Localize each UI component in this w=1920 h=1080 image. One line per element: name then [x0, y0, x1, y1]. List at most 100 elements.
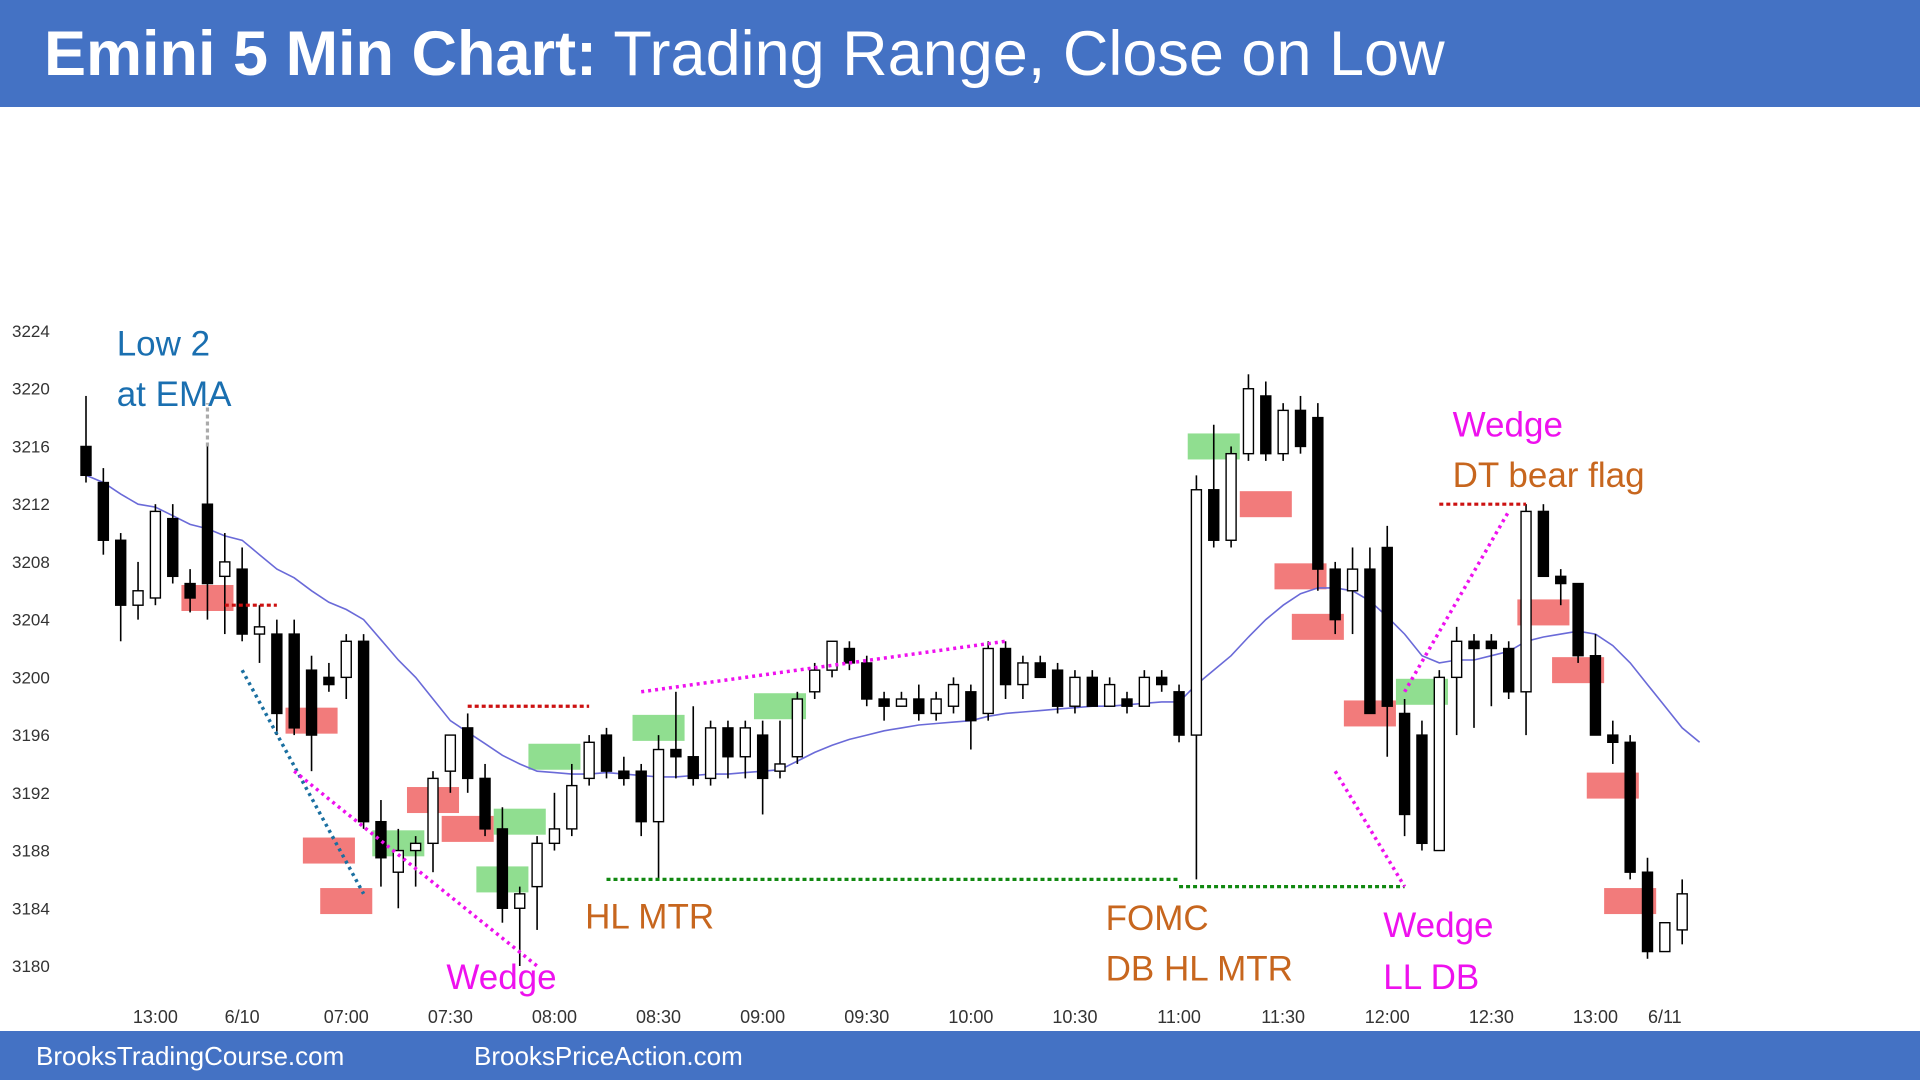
bull-candle-body	[1520, 510, 1532, 693]
candle	[97, 468, 110, 555]
candle	[1294, 395, 1307, 454]
bear-candle-body	[201, 503, 214, 585]
footer-bar	[0, 1031, 1920, 1080]
candle	[496, 807, 509, 923]
bull-candle-body	[1433, 676, 1446, 852]
bull-candle-body	[826, 640, 838, 671]
magenta-line	[1333, 770, 1407, 888]
candle	[600, 727, 613, 779]
y-tick-label: 3212	[12, 495, 50, 514]
candle	[670, 691, 682, 779]
y-tick-label: 3224	[12, 322, 50, 341]
candle	[1121, 691, 1133, 714]
bull-candle-body	[219, 561, 231, 578]
candle	[1468, 634, 1480, 728]
bear-candle-body	[479, 777, 491, 830]
bear-signal-box	[302, 837, 355, 864]
candle	[1641, 857, 1654, 959]
candle	[184, 569, 196, 613]
candle	[1051, 662, 1064, 714]
candle	[1190, 475, 1203, 880]
chart-annotation: HL MTR	[585, 897, 714, 936]
candle	[1155, 670, 1168, 692]
candle	[80, 395, 92, 483]
candle	[756, 720, 769, 815]
bear-candle-body	[1398, 712, 1411, 816]
candle	[965, 684, 977, 750]
x-tick-label: 11:30	[1261, 1007, 1305, 1027]
bear-candle-body	[97, 481, 110, 541]
bear-candle-body	[1485, 640, 1498, 650]
bear-candle-body	[1208, 489, 1220, 541]
magenta-line	[293, 769, 539, 968]
bull-candle-body	[1659, 922, 1671, 953]
y-tick-label: 3192	[12, 784, 50, 803]
bull-candle-body	[982, 647, 994, 715]
candle	[1589, 634, 1602, 736]
candle	[687, 706, 699, 786]
candle	[826, 640, 838, 678]
candle	[201, 446, 214, 620]
candle	[843, 641, 856, 671]
candle	[271, 619, 283, 736]
bull-candle-body	[548, 828, 561, 845]
title-bold: Emini 5 Min Chart:	[44, 19, 598, 89]
candle	[1659, 922, 1671, 953]
bear-candle-body	[1555, 575, 1567, 585]
bear-candle-body	[1329, 568, 1341, 621]
candle	[427, 771, 439, 873]
y-tick-label: 3196	[12, 726, 50, 745]
candle	[340, 634, 352, 700]
bear-candle-body	[1294, 409, 1307, 448]
header-bar	[0, 0, 1920, 107]
bear-candle-body	[861, 662, 873, 700]
x-tick-label: 11:00	[1157, 1007, 1201, 1027]
candle	[114, 533, 127, 642]
candle	[791, 691, 804, 764]
footer-link-brookstradingcourse[interactable]: BrooksTradingCourse.com	[36, 1041, 345, 1071]
x-tick-label: 13:00	[1573, 1007, 1618, 1027]
bear-candle-body	[1537, 510, 1550, 578]
chart-annotation: DT bear flag	[1453, 456, 1645, 495]
candle	[895, 691, 908, 707]
candle	[583, 735, 595, 786]
y-tick-label: 3184	[12, 899, 50, 918]
x-tick-label: 10:00	[948, 1007, 993, 1027]
candle	[444, 734, 457, 793]
candle	[947, 677, 960, 714]
candle	[1433, 670, 1446, 852]
candle	[774, 720, 786, 779]
bull-candle-body	[583, 741, 595, 780]
candle	[514, 886, 526, 966]
candle	[1537, 504, 1550, 578]
x-tick-label: 08:00	[532, 1007, 577, 1027]
bull-candle-body	[1069, 676, 1081, 707]
bear-candle-body	[913, 698, 925, 715]
bear-candle-body	[462, 727, 474, 780]
bear-candle-body	[167, 517, 179, 578]
bear-candle-body	[1381, 546, 1393, 707]
chart-annotation: Low 2	[117, 325, 210, 364]
footer-link-brookspriceaction[interactable]: BrooksPriceAction.com	[474, 1041, 743, 1071]
bear-candle-body	[635, 770, 647, 823]
bear-candle-body	[1624, 741, 1636, 873]
candle	[913, 684, 925, 721]
bull-candle-body	[1138, 676, 1151, 707]
candle	[531, 836, 543, 930]
bull-candle-body	[1450, 640, 1463, 679]
navy-dotted-line	[240, 669, 366, 895]
bear-candle-body	[999, 647, 1012, 686]
candle-layer	[80, 374, 1688, 966]
bull-candle-body	[1225, 452, 1237, 541]
bear-candle-body	[305, 669, 318, 736]
candle	[861, 655, 873, 707]
candle	[236, 547, 248, 642]
x-tick-label: 12:30	[1469, 1007, 1514, 1027]
chart-annotation: LL DB	[1383, 958, 1479, 997]
bear-candle-body	[496, 828, 509, 909]
bull-candle-body	[704, 727, 717, 780]
candle	[149, 504, 162, 606]
bear-candle-body	[1121, 698, 1133, 707]
bull-candle-body	[1346, 568, 1359, 592]
candle	[1502, 641, 1515, 700]
